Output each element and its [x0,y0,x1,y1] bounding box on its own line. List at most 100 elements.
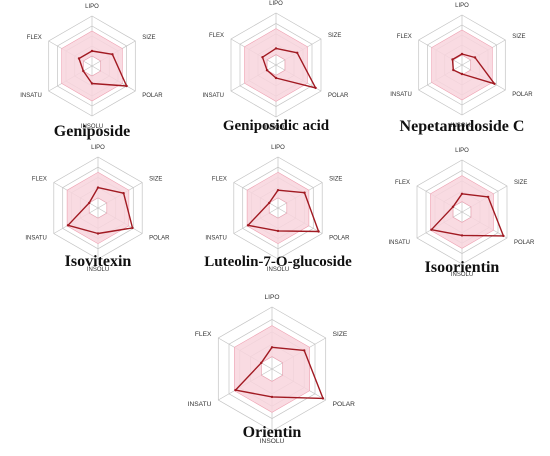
axis-label: FLEX [212,177,227,183]
panel-title: Geniposide [54,123,130,140]
radar-panel: LIPO SIZE POLAR INSOLU INSATU FLEX Isovitexin [25,145,170,273]
axis-label: FLEX [397,34,412,40]
data-point [276,229,280,233]
axis-label: SIZE [328,33,341,39]
axis-label: LIPO [85,4,99,10]
data-point [261,56,264,59]
data-point [460,234,464,237]
data-point [430,228,433,231]
axis-label: FLEX [395,180,410,186]
axis-label: SIZE [142,35,155,41]
axis-label: LIPO [455,3,469,9]
axis-label: SIZE [149,177,162,183]
data-point [96,232,100,235]
axis-label: SIZE [329,177,342,183]
data-point [268,201,271,205]
axis-label: LIPO [264,294,279,301]
axis-label: POLAR [142,93,163,99]
axis-label: POLAR [333,401,356,408]
axis-label: LIPO [91,145,105,151]
axis-label: SIZE [512,34,525,40]
radar-panel: LIPO SIZE POLAR INSOLU INSATU FLEX Luteolin-7-… [204,145,352,273]
axis-label: POLAR [329,236,350,242]
panel-title: Isovitexin [65,253,132,270]
axis-label: POLAR [328,93,349,99]
axis-label: INSATU [388,240,410,246]
data-point [486,195,490,199]
radar-panel: LIPO SIZE POLAR INSOLU INSATU FLEX Orientin [188,294,355,445]
panel-title: Orientin [243,424,302,441]
axis-label: POLAR [514,240,535,246]
axis-label: FLEX [27,35,42,41]
data-point [90,82,94,85]
data-point [270,346,274,349]
axis-label: POLAR [512,92,533,98]
radar-panel: LIPO SIZE POLAR INSOLU INSATU FLEX Geniposide [20,4,163,140]
data-point [131,226,134,230]
axis-label: INSOLU [81,124,103,130]
data-point [246,224,250,227]
data-point [111,53,114,56]
data-point [260,361,263,364]
axis-label: SIZE [514,180,527,186]
axis-label: FLEX [195,331,212,338]
data-point [314,86,317,90]
data-point [66,224,70,227]
axis-label: INSOLU [451,123,473,129]
data-point [460,52,464,56]
data-point [88,201,91,205]
data-point [502,234,505,238]
axis-label: INSOLU [265,125,287,131]
data-point [460,72,464,76]
data-point [125,84,128,88]
data-point [321,397,325,400]
axis-label: LIPO [455,148,469,154]
axis-label: INSOLU [267,267,289,273]
panel-title: Geniposidic acid [223,118,330,134]
panel-title: Isoorientin [425,259,500,276]
data-point [274,47,278,50]
data-point [303,191,306,194]
data-point [96,186,100,189]
data-point [265,69,269,72]
data-point [274,76,278,80]
data-point [317,230,320,233]
radar-panel: LIPO SIZE POLAR INSOLU INSATU FLEX Geniposidic… [202,1,349,134]
axis-label: SIZE [333,331,348,338]
axis-label: INSATU [20,93,42,99]
data-point [460,192,464,195]
axis-label: INSATU [205,236,227,242]
data-point [77,57,81,60]
data-point [122,192,125,195]
axis-label: INSATU [188,401,212,408]
axis-label: LIPO [271,145,285,151]
radar-panel: LIPO SIZE POLAR INSOLU INSATU FLEX Nepetanudos… [390,3,533,135]
panel-title: Luteolin-7-O-glucoside [204,254,352,270]
data-point [234,388,237,392]
axis-label: INSOLU [451,272,473,278]
panel-title: Nepetanudoside C [400,118,525,135]
optimal-range-band [430,175,494,249]
data-point [82,69,85,73]
axis-label: POLAR [149,236,170,242]
axis-label: INSATU [25,236,47,242]
data-point [276,189,280,192]
axis-label: LIPO [269,1,283,7]
optimal-range-band [66,171,130,245]
data-point [90,49,94,53]
optimal-range-band [234,325,310,413]
data-point [451,58,454,61]
axis-label: FLEX [209,33,224,39]
data-point [473,56,477,59]
axis-label: INSATU [390,92,412,98]
data-point [303,349,306,352]
data-point [452,68,455,72]
axis-label: INSATU [202,93,224,99]
axis-label: FLEX [32,177,47,183]
radar-panel: LIPO SIZE POLAR INSOLU INSATU FLEX Isoorientin [388,148,535,278]
axis-label: INSOLU [260,438,285,445]
data-point [493,82,496,86]
data-point [451,205,455,208]
axis-label: INSOLU [87,267,109,273]
